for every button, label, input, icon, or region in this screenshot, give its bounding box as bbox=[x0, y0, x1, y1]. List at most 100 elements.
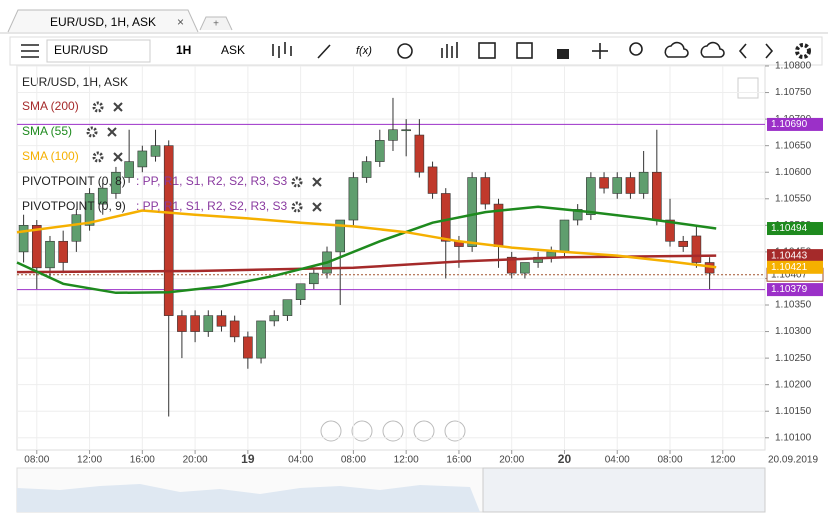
candle-body bbox=[137, 150, 148, 168]
candle-body bbox=[45, 240, 55, 269]
legend-settings[interactable] bbox=[92, 151, 104, 163]
scroll-right-button[interactable] bbox=[765, 43, 774, 59]
candle-body bbox=[652, 171, 662, 221]
popout-button[interactable] bbox=[737, 77, 759, 99]
x-tick-label: 04:00 bbox=[605, 455, 630, 466]
new-tab-label: + bbox=[213, 19, 219, 30]
symbol-input[interactable] bbox=[46, 39, 151, 63]
layout-button[interactable] bbox=[516, 42, 533, 59]
sma-line bbox=[16, 209, 717, 269]
candle-body bbox=[124, 161, 134, 178]
x-tick-label: 12:00 bbox=[710, 455, 735, 466]
price-label-bg bbox=[767, 117, 823, 131]
sma-line bbox=[16, 205, 717, 295]
candle-body bbox=[335, 219, 346, 253]
y-tick-label: 1.10200 bbox=[775, 379, 812, 390]
crosshair-button[interactable] bbox=[592, 43, 608, 59]
sma-line bbox=[16, 254, 717, 274]
candle-body bbox=[309, 272, 319, 285]
x-tick-label: 19 bbox=[241, 452, 255, 466]
candle-body bbox=[625, 177, 636, 194]
price-label-text: 1.10421 bbox=[771, 262, 808, 273]
chart-title: EUR/USD, 1H, ASK bbox=[22, 75, 128, 89]
candle-body bbox=[163, 145, 174, 316]
y-tick-label: 1.10100 bbox=[775, 432, 812, 443]
price-label-text: 1.10407 bbox=[771, 269, 808, 280]
legend-remove[interactable] bbox=[312, 202, 322, 212]
nav-forward[interactable] bbox=[444, 420, 466, 442]
new-tab[interactable] bbox=[199, 16, 233, 31]
candle-body bbox=[559, 219, 570, 253]
legend-remove[interactable] bbox=[113, 152, 123, 162]
navigator-window[interactable] bbox=[482, 467, 766, 513]
y-tick-label: 1.10300 bbox=[775, 326, 812, 337]
legend-remove[interactable] bbox=[107, 127, 117, 137]
side-button[interactable]: ASK bbox=[221, 43, 245, 57]
plot: 1.10100 1.10150 1.10200 1.10250 1.10300 1.103… bbox=[16, 61, 818, 466]
candle-body bbox=[84, 193, 95, 226]
download-button[interactable] bbox=[700, 41, 725, 58]
navigator-area bbox=[17, 484, 480, 512]
y-tick-label: 1.10250 bbox=[775, 353, 812, 364]
nav-back[interactable] bbox=[320, 420, 342, 442]
menu-button[interactable] bbox=[21, 44, 39, 58]
settings-button[interactable] bbox=[795, 43, 811, 59]
nav-zoom-in[interactable] bbox=[413, 420, 435, 442]
price-label-bg bbox=[767, 260, 823, 274]
remove-stroke bbox=[113, 102, 123, 112]
x-tick-label: 12:00 bbox=[77, 455, 102, 466]
candle-body bbox=[111, 171, 121, 194]
candle-body bbox=[150, 145, 161, 157]
remove-stroke bbox=[113, 152, 123, 162]
candle-body bbox=[374, 140, 385, 162]
legend-settings[interactable] bbox=[291, 201, 303, 213]
nav-reset[interactable] bbox=[382, 420, 404, 442]
legend-entry[interactable]: SMA (200) bbox=[22, 99, 79, 113]
x-tick-label: 20:00 bbox=[183, 455, 208, 466]
legend-entry[interactable]: SMA (100) bbox=[22, 149, 79, 163]
legend-entry[interactable]: PIVOTPOINT (0, 9) bbox=[22, 199, 126, 213]
candle-body bbox=[638, 171, 649, 194]
tab[interactable] bbox=[7, 9, 199, 33]
tab-close[interactable]: × bbox=[177, 15, 184, 29]
candle-body bbox=[229, 320, 240, 338]
chart-type-button[interactable] bbox=[272, 42, 292, 58]
date-label: 20.09.2019 bbox=[768, 455, 818, 466]
candle-body bbox=[58, 240, 68, 263]
price-label-bg bbox=[767, 222, 823, 236]
tab-title: EUR/USD, 1H, ASK bbox=[50, 15, 156, 29]
candle-body bbox=[31, 225, 42, 269]
info-button[interactable] bbox=[397, 43, 413, 59]
legend-remove[interactable] bbox=[113, 102, 123, 112]
nav-zoom-out[interactable] bbox=[351, 420, 373, 442]
candle-body bbox=[401, 129, 411, 132]
y-tick-label: 1.10650 bbox=[775, 140, 812, 151]
volume-button[interactable] bbox=[441, 42, 458, 58]
x-tick-label: 12:00 bbox=[394, 455, 419, 466]
candle-body bbox=[216, 315, 227, 327]
zoom-button[interactable] bbox=[629, 42, 643, 56]
indicators-button[interactable]: f(x) bbox=[356, 45, 372, 57]
legend-settings[interactable] bbox=[291, 176, 303, 188]
legend-remove[interactable] bbox=[312, 177, 322, 187]
candle-body bbox=[256, 320, 266, 359]
legend-settings[interactable] bbox=[92, 101, 104, 113]
candle-body bbox=[506, 256, 517, 274]
remove-stroke bbox=[312, 202, 322, 212]
candle-body bbox=[678, 240, 689, 247]
overlay: SMA (200) SMA (55) SMA (100) PIVOTPOINT (0,… bbox=[22, 99, 824, 297]
period-button[interactable]: 1H bbox=[176, 43, 191, 57]
draw-button[interactable] bbox=[317, 44, 331, 59]
calendar-button[interactable] bbox=[478, 42, 496, 59]
legend-entry[interactable]: PIVOTPOINT (0, 8) bbox=[22, 174, 126, 188]
legend-entry[interactable]: SMA (55) bbox=[22, 124, 72, 138]
legend-settings[interactable] bbox=[86, 126, 98, 138]
upload-button[interactable] bbox=[664, 41, 689, 58]
candle-body bbox=[586, 177, 596, 216]
price-label-text: 1.10379 bbox=[771, 284, 808, 295]
scroll-left-button[interactable] bbox=[738, 43, 747, 59]
candle-body bbox=[427, 166, 438, 194]
symbol-text: EUR/USD bbox=[54, 43, 108, 57]
y-tick-label: 1.10350 bbox=[775, 300, 812, 311]
lock-button[interactable] bbox=[557, 49, 569, 59]
